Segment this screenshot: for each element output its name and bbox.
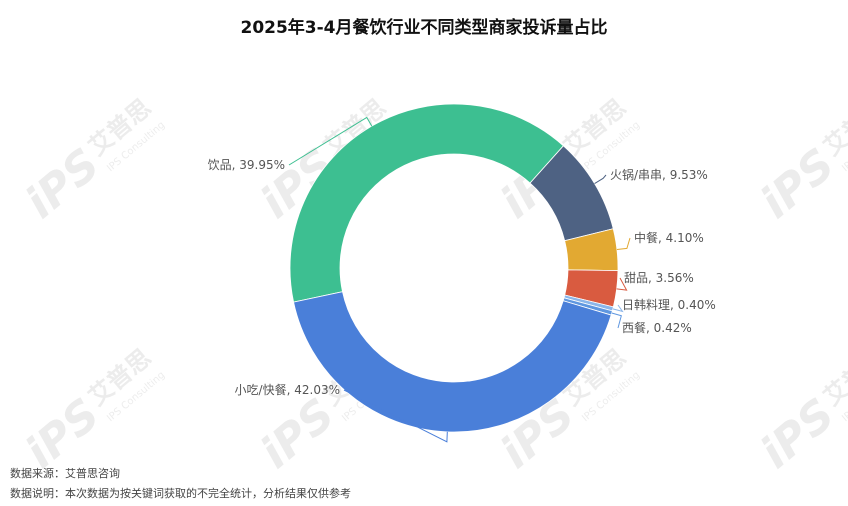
slice-name: 火锅/串串 [610,167,662,182]
donut-slice [289,103,564,303]
leader-line [594,174,607,184]
footnote: 数据说明：本次数据为按关键词获取的不完全统计，分析结果仅供参考 [10,486,351,500]
slice-label: 火锅/串串, 9.53% [610,167,708,182]
leader-line [612,304,624,313]
donut: 饮品, 39.95% 火锅/串串, 9.53% 中餐, 4.10% 甜品, 3.56%… [208,103,716,443]
slice-name: 饮品 [208,158,232,172]
slice-value: 39.95% [239,158,285,172]
slice-name: 中餐 [634,230,658,245]
separator: , [646,321,654,335]
slice-label: 甜品, 3.56% [624,271,694,285]
separator: , [287,383,295,397]
slice-label: 小吃/快餐, 42.03% [235,382,340,397]
donut-slice [293,291,612,433]
separator: , [658,231,666,245]
slice-label: 日韩料理, 0.40% [622,297,716,312]
slice-value: 4.10% [666,231,704,245]
separator: , [648,271,656,285]
separator: , [670,298,678,312]
separator: , [232,158,240,172]
slice-value: 0.42% [654,321,692,335]
chart-title: 2025年3-4月餐饮行业不同类型商家投诉量占比 [240,17,607,38]
slice-name: 日韩料理 [622,297,670,312]
leader-line [616,277,628,291]
slice-value: 3.56% [656,271,694,285]
leader-line [288,116,373,166]
slice-name: 西餐 [622,320,646,335]
slice-value: 9.53% [670,168,708,182]
slice-value: 0.40% [678,298,716,312]
leader-line [616,237,631,251]
slice-label: 饮品, 39.95% [208,158,285,172]
slice-name: 小吃/快餐 [235,382,287,397]
separator: , [662,168,670,182]
slice-name: 甜品 [624,271,648,285]
leader-line [611,312,622,329]
slice-label: 中餐, 4.10% [634,230,704,245]
slice-label: 西餐, 0.42% [622,320,692,335]
slice-value: 42.03% [294,383,340,397]
footnote: 数据来源：艾普思咨询 [10,466,120,480]
leader-line [343,389,448,443]
